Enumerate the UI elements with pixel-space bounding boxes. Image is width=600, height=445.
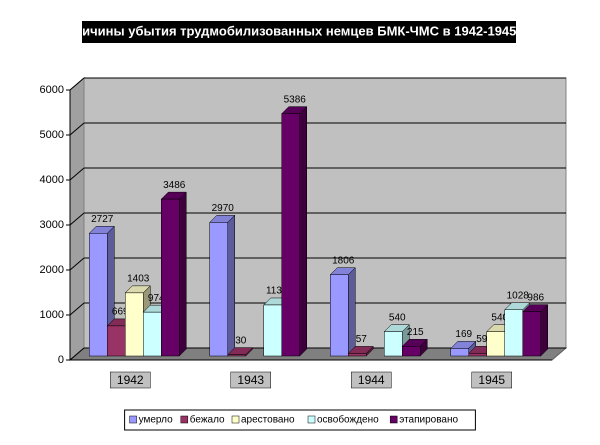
y-tick-label: 4000	[40, 174, 64, 186]
bar	[384, 331, 403, 357]
y-tick-label: 0	[58, 354, 64, 366]
bar	[89, 233, 108, 357]
value-label: 540	[491, 312, 508, 323]
value-label: 2727	[91, 214, 114, 225]
bar-side	[540, 304, 548, 357]
legend-label: умерло	[139, 415, 173, 426]
legend-swatch	[129, 415, 137, 424]
grid-line	[69, 167, 85, 181]
value-label: 5386	[284, 94, 307, 105]
bar-side	[299, 106, 307, 357]
grid-line	[69, 302, 85, 316]
category-box	[230, 371, 271, 389]
bar	[125, 292, 144, 357]
grid-line	[69, 212, 85, 226]
category-box	[110, 371, 151, 389]
bar	[209, 222, 228, 357]
category-box	[471, 371, 512, 389]
bar	[161, 198, 180, 357]
value-label: 169	[455, 329, 472, 340]
legend-label: освобождено	[317, 414, 379, 426]
value-label: 540	[389, 312, 406, 323]
y-tick-label: 2000	[40, 264, 64, 276]
bar	[402, 346, 421, 357]
value-label: 986	[527, 292, 544, 303]
bar	[263, 304, 282, 357]
value-label: 57	[356, 334, 368, 345]
grid-line	[69, 77, 85, 91]
value-label: 1806	[332, 255, 355, 266]
bar	[143, 311, 162, 357]
category-box	[351, 371, 392, 389]
value-label: 215	[407, 327, 424, 338]
legend-box	[124, 409, 476, 431]
bar-side	[179, 191, 187, 357]
bar	[107, 325, 126, 357]
grid-line	[69, 347, 85, 361]
y-tick-label: 6000	[40, 84, 64, 96]
legend-label: арестовано	[241, 415, 295, 426]
legend-swatch	[307, 415, 316, 424]
legend-label: бежало	[190, 414, 225, 426]
value-label: 669	[112, 307, 129, 318]
chart-title: Причины убытия трудмобилизованных немцев…	[65, 23, 533, 38]
bar	[468, 353, 487, 357]
legend-swatch	[180, 415, 189, 424]
bar-side	[227, 214, 235, 357]
value-label: 1134	[266, 286, 288, 297]
y-tick-label: 5000	[40, 129, 64, 141]
value-label: 59	[476, 334, 488, 345]
bar	[330, 274, 349, 357]
legend-swatch	[231, 415, 240, 424]
bar	[227, 354, 246, 357]
value-label: 3486	[163, 180, 186, 191]
bar	[504, 309, 523, 357]
bar	[522, 311, 541, 357]
bar	[486, 331, 505, 357]
value-label: 2970	[212, 203, 235, 214]
x-tick-label: 1945	[478, 373, 505, 387]
x-tick-label: 1944	[358, 373, 385, 387]
y-tick-label: 1000	[40, 309, 64, 321]
bar-side	[348, 267, 356, 357]
bar	[450, 348, 469, 357]
x-tick-label: 1943	[237, 373, 264, 387]
value-label: 1028	[507, 290, 530, 301]
bar	[281, 113, 300, 357]
value-label: 1403	[127, 274, 150, 285]
grid-line	[69, 257, 85, 271]
grid-line	[69, 122, 85, 136]
value-label: 30	[235, 335, 247, 346]
y-tick-label: 3000	[40, 219, 64, 231]
legend-label: этапировано	[399, 415, 458, 426]
value-label: 974	[148, 293, 165, 304]
bar	[348, 353, 367, 357]
legend: умерло бежало арестовано освобождено этапиро…	[124, 409, 476, 431]
legend-swatch	[389, 415, 398, 424]
title-box	[82, 21, 516, 43]
x-tick-label: 1942	[117, 373, 144, 387]
